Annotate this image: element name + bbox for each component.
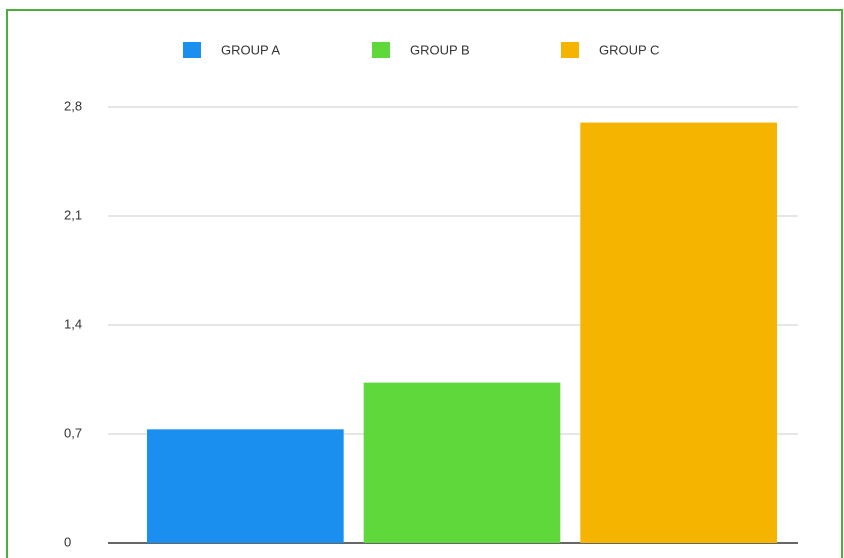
y-tick-label: 2,1 xyxy=(64,207,82,222)
legend-label: GROUP A xyxy=(221,42,280,57)
legend-label: GROUP B xyxy=(410,42,470,57)
y-tick-label: 0 xyxy=(64,534,71,549)
bar xyxy=(363,382,561,543)
legend-label: GROUP C xyxy=(599,42,659,57)
legend-swatch xyxy=(372,42,390,58)
bar xyxy=(147,429,344,543)
y-tick-label: 2,8 xyxy=(64,98,82,113)
bar xyxy=(580,122,777,544)
y-tick-label: 0,7 xyxy=(64,425,82,440)
y-tick-label: 1,4 xyxy=(64,316,82,331)
legend-swatch xyxy=(183,42,201,58)
legend-swatch xyxy=(561,42,579,58)
